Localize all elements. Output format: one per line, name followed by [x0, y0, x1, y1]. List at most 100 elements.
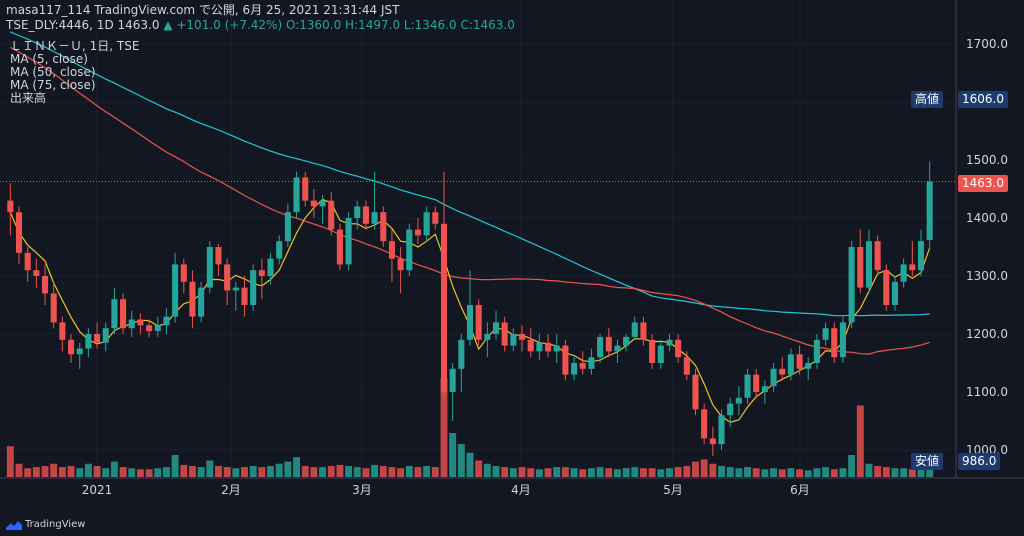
candle-body: [588, 357, 595, 369]
tradingview-logo[interactable]: TradingView: [6, 519, 85, 530]
volume-bar: [874, 466, 882, 477]
volume-bar: [544, 468, 552, 477]
volume-bar: [136, 469, 144, 477]
legend-ma50[interactable]: MA (50, close): [10, 65, 96, 79]
volume-bar: [362, 468, 370, 477]
candle-body: [267, 258, 274, 276]
volume-bar: [787, 468, 795, 477]
low-label-tag: 安値: [911, 453, 944, 470]
candle-body: [813, 339, 820, 363]
legend-title: ＬＩＮＫ－Ｕ, 1日, TSE: [10, 39, 140, 53]
volume-bar: [674, 467, 682, 477]
volume-bar: [631, 467, 639, 477]
volume-bar: [770, 468, 778, 477]
volume-bar: [700, 459, 708, 477]
candle-body: [24, 252, 31, 271]
x-tick-label: 3月: [352, 483, 372, 497]
candle-body: [206, 247, 213, 288]
symbol-info: TSE_DLY:4446, 1D 1463.0: [6, 18, 160, 32]
candle-body: [692, 374, 699, 410]
brand-text: TradingView: [25, 519, 86, 530]
volume-bar: [24, 468, 32, 477]
candle-body: [553, 345, 560, 352]
candle-body: [631, 322, 638, 337]
volume-bar: [492, 466, 500, 477]
volume-bar: [908, 469, 916, 477]
candle-body: [519, 334, 526, 340]
ma75-line: [10, 31, 930, 317]
volume-bar: [778, 469, 786, 477]
volume-bar: [310, 467, 318, 477]
candle-body: [432, 212, 439, 224]
candle-body: [475, 305, 482, 340]
candle-body: [302, 177, 309, 201]
candle-body: [466, 305, 474, 340]
grid-lines: [0, 0, 956, 478]
volume-bar: [683, 466, 691, 477]
volume-bar: [882, 467, 890, 477]
candle-body: [545, 342, 552, 352]
volume-bar: [692, 461, 699, 477]
volume-bar: [657, 469, 665, 477]
volume-bar: [796, 469, 804, 477]
volume-bar: [6, 446, 14, 477]
volume-bar: [761, 469, 769, 477]
indicator-legend: ＬＩＮＫ－Ｕ, 1日, TSE MA (5, close) MA (50, cl…: [10, 40, 139, 105]
candle-body: [675, 339, 682, 358]
volume-bar: [162, 467, 170, 477]
volume-bar: [249, 466, 257, 477]
candle-body: [189, 281, 196, 317]
candle-body: [276, 241, 283, 259]
candle-body: [865, 241, 872, 288]
candle-body: [614, 345, 621, 352]
x-tick-label: 2021: [82, 483, 113, 497]
volume-bar: [848, 455, 856, 477]
volume-bar: [466, 452, 474, 477]
candle-body: [449, 368, 456, 392]
candle-body: [336, 229, 343, 265]
tradingview-icon: [6, 520, 22, 530]
candle-body: [579, 363, 586, 369]
candle-body: [909, 264, 916, 271]
legend-ma5[interactable]: MA (5, close): [10, 52, 88, 66]
candle-body: [571, 363, 578, 375]
candle-body: [562, 345, 569, 375]
candle-body: [258, 270, 265, 276]
volume-bar: [197, 467, 205, 477]
y-tick-label: 1500.0: [966, 153, 1008, 167]
candle-body: [76, 348, 83, 355]
candle-body: [753, 374, 760, 392]
volume-bar: [58, 467, 66, 477]
volume-bar: [457, 444, 465, 477]
volume-bar: [223, 467, 231, 477]
candle-body: [735, 397, 742, 404]
candle-body: [458, 339, 465, 369]
candle-body: [718, 415, 725, 445]
volume-bar: [110, 461, 118, 477]
legend-volume[interactable]: 出来高: [10, 91, 47, 105]
candle-body: [501, 322, 508, 346]
volume-bar: [561, 467, 569, 477]
price-change: ▲ +101.0 (+7.42%): [163, 18, 283, 32]
candle-body: [397, 258, 404, 271]
time-axis[interactable]: 2021 2月 3月 4月 5月 6月: [82, 483, 810, 497]
candle-body: [883, 270, 890, 305]
volume-bar: [50, 463, 58, 477]
candle-body: [761, 386, 768, 392]
legend-ma75[interactable]: MA (75, close): [10, 78, 96, 92]
volume-bar: [518, 467, 526, 477]
volume-bar: [84, 463, 92, 477]
volume-bar: [666, 468, 673, 477]
candle-body: [822, 328, 829, 340]
candle-body: [50, 293, 57, 323]
volume-bar: [241, 467, 248, 477]
volume-bar: [388, 467, 396, 477]
candle-body: [310, 200, 317, 207]
y-tick-label: 1700.0: [966, 37, 1008, 51]
candle-body: [111, 299, 118, 329]
volume-bar: [917, 467, 925, 477]
y-tick-label: 1400.0: [966, 211, 1008, 225]
volume-bar: [822, 467, 830, 477]
candle-body: [224, 264, 231, 291]
